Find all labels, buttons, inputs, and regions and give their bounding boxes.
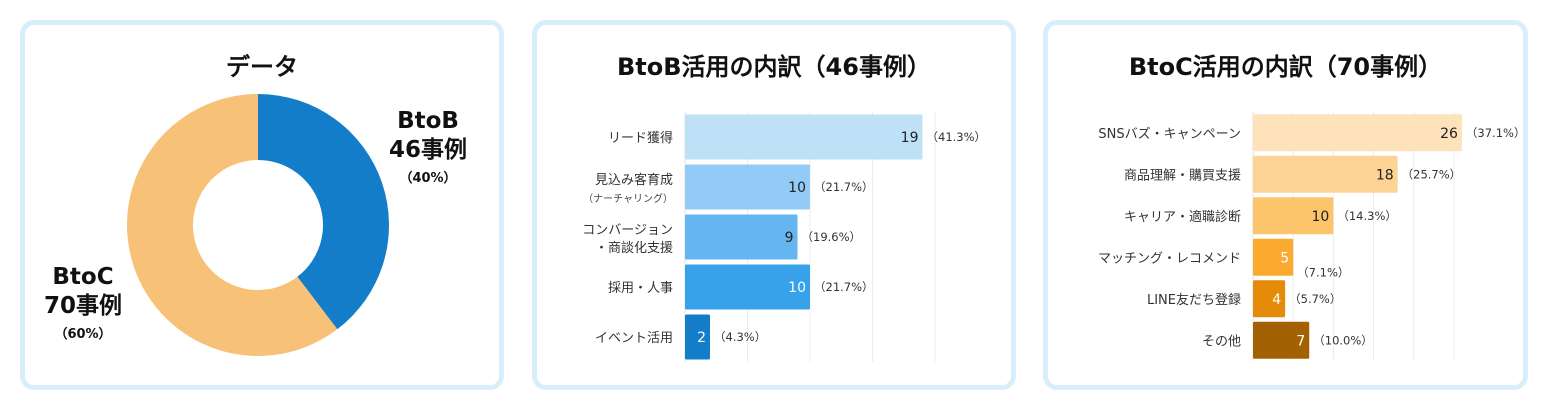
- btob-value-label: 10: [788, 280, 806, 296]
- btoc-bar-chart: 26 （37.1%） SNSバズ・キャンペーン 18 （25.7%） 商品理解・購買支援 1…: [1098, 112, 1526, 361]
- btob-percent-label: （21.7%）: [814, 280, 874, 294]
- btob-bar: [685, 314, 710, 360]
- btoc-percent-label: （25.7%）: [1402, 167, 1462, 181]
- btoc-category-label: キャリア・適職診断: [1124, 209, 1241, 225]
- btob-value-label: 2: [697, 330, 706, 346]
- overview-title: データ: [226, 53, 298, 81]
- btob-value-label: 19: [901, 130, 919, 146]
- btob-category-label: ・商談化支援: [595, 240, 673, 256]
- btob-percent-label: （41.3%）: [927, 130, 987, 144]
- btob-value-label: 10: [788, 180, 806, 196]
- donut-slice-btoc: [126, 94, 338, 356]
- btob-category-label: イベント活用: [595, 331, 673, 346]
- btob-bar: [685, 114, 923, 160]
- btoc-bar: [1253, 155, 1398, 193]
- btoc-value-label: 18: [1376, 167, 1394, 183]
- btob-value-label: 9: [785, 230, 794, 246]
- btoc-value-label: 26: [1440, 126, 1458, 142]
- btoc-category-label: マッチング・レコメンド: [1098, 251, 1241, 266]
- btoc-bar: [1253, 114, 1462, 152]
- btob-percent-label: （19.6%）: [802, 230, 862, 244]
- btoc-percent: （60%）: [54, 327, 112, 342]
- btob-bar-chart: 19 （41.3%） リード獲得 10 （21.7%） 見込み客育成 （ナーチャリング） 9 （…: [582, 112, 987, 362]
- btoc-count: 70事例: [43, 293, 122, 319]
- btoc-percent-label: （10.0%）: [1313, 333, 1373, 347]
- btob-percent-label: （21.7%）: [814, 180, 874, 194]
- btob-count: 46事例: [388, 137, 467, 163]
- btob-panel: BtoB活用の内訳（46事例） 19 （41.3%） リード獲得 10 （21.7%） 見…: [532, 20, 1016, 390]
- btoc-value-label: 5: [1280, 250, 1289, 266]
- btob-bar: [685, 214, 798, 260]
- btob-label: BtoB: [397, 108, 459, 134]
- overview-panel: データ BtoB 46事例 （40%） BtoC 70事例 （60%）: [20, 20, 504, 390]
- btob-category-label: 見込み客育成: [595, 172, 673, 188]
- btoc-percent-label: （37.1%）: [1466, 126, 1526, 140]
- btoc-title: BtoC活用の内訳（70事例）: [1128, 53, 1443, 81]
- donut-chart: [126, 94, 389, 356]
- btoc-bar: [1253, 321, 1310, 359]
- btob-category-label: リード獲得: [608, 130, 673, 146]
- btob-bar: [685, 164, 810, 210]
- btoc-bar: [1253, 197, 1334, 235]
- btoc-category-label: SNSバズ・キャンペーン: [1098, 126, 1241, 142]
- btoc-bar: [1253, 238, 1294, 276]
- btob-category-label: コンバージョン: [582, 223, 673, 238]
- btoc-percent-label: （7.1%）: [1297, 265, 1349, 279]
- btob-title: BtoB活用の内訳（46事例）: [617, 53, 931, 81]
- btob-donut-label: BtoB 46事例 （40%）: [373, 107, 483, 189]
- btoc-donut-label: BtoC 70事例 （60%）: [33, 263, 133, 345]
- btoc-value-label: 7: [1296, 333, 1305, 349]
- btoc-value-label: 10: [1312, 209, 1330, 225]
- btob-category-label: 採用・人事: [608, 281, 673, 296]
- btoc-category-label: LINE友だち登録: [1147, 292, 1241, 308]
- btob-category-label: （ナーチャリング）: [583, 192, 673, 205]
- btob-percent: （40%）: [399, 171, 457, 186]
- btob-percent-label: （4.3%）: [714, 330, 766, 344]
- btoc-panel: BtoC活用の内訳（70事例） 26 （37.1%） SNSバズ・キャンペーン 18 （…: [1043, 20, 1528, 390]
- btoc-category-label: 商品理解・購買支援: [1124, 168, 1241, 183]
- btoc-bar: [1253, 280, 1286, 318]
- btob-bar: [685, 264, 810, 310]
- btoc-label: BtoC: [52, 264, 114, 290]
- btoc-category-label: その他: [1202, 334, 1241, 349]
- btoc-percent-label: （14.3%）: [1337, 209, 1397, 223]
- donut-slice-btob: [258, 94, 389, 330]
- btoc-value-label: 4: [1272, 292, 1281, 308]
- btoc-percent-label: （5.7%）: [1289, 292, 1341, 306]
